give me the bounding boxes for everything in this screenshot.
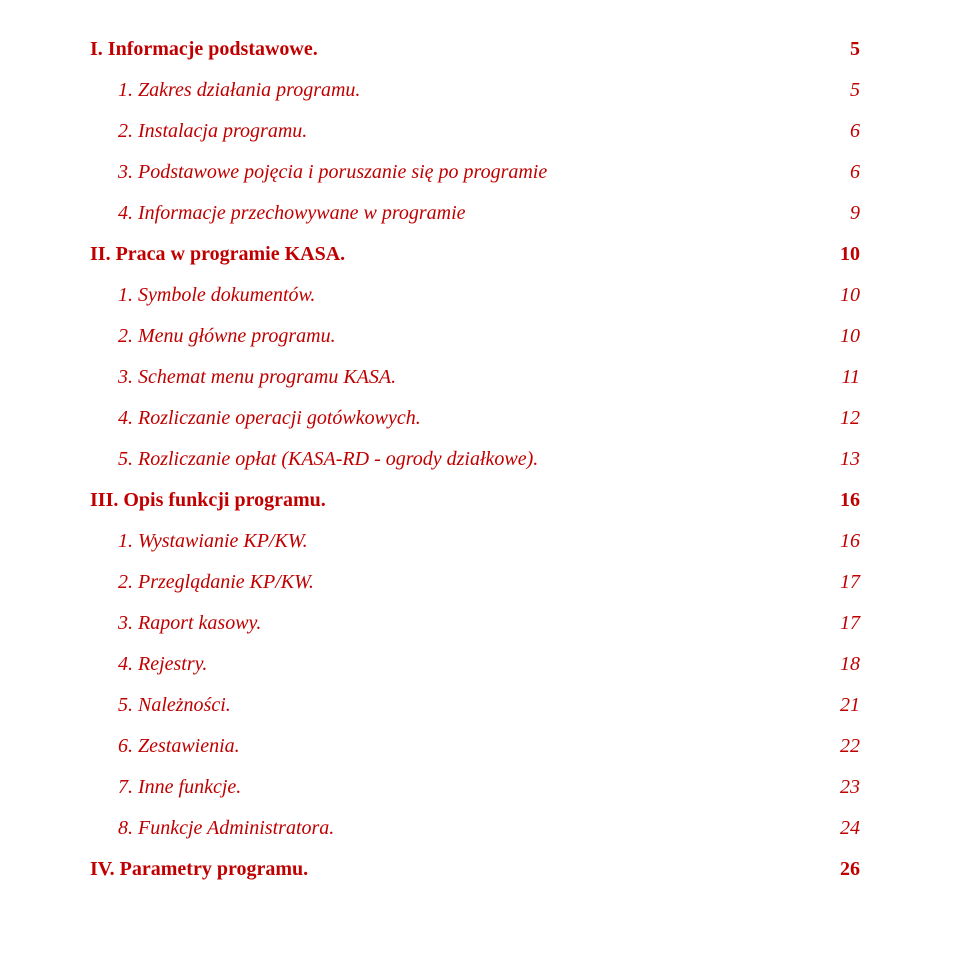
item-page: 17 bbox=[820, 571, 860, 594]
toc-item: 5. Rozliczanie opłat (KASA-RD - ogrody d… bbox=[90, 448, 860, 471]
item-label: 7. Inne funkcje. bbox=[118, 776, 241, 799]
item-label: 2. Menu główne programu. bbox=[118, 325, 336, 348]
section-title: I. Informacje podstawowe. bbox=[90, 38, 318, 61]
toc-section-heading: IV. Parametry programu. 26 bbox=[90, 858, 860, 881]
section-title: IV. Parametry programu. bbox=[90, 858, 308, 881]
item-page: 23 bbox=[820, 776, 860, 799]
toc-item: 3. Schemat menu programu KASA. 11 bbox=[90, 366, 860, 389]
toc-item: 2. Przeglądanie KP/KW. 17 bbox=[90, 571, 860, 594]
section-page: 26 bbox=[820, 858, 860, 881]
toc-item: 4. Rejestry. 18 bbox=[90, 653, 860, 676]
item-label: 3. Raport kasowy. bbox=[118, 612, 261, 635]
toc-section-heading: II. Praca w programie KASA. 10 bbox=[90, 243, 860, 266]
item-label: 1. Wystawianie KP/KW. bbox=[118, 530, 308, 553]
item-label: 2. Instalacja programu. bbox=[118, 120, 307, 143]
item-page: 22 bbox=[820, 735, 860, 758]
item-label: 4. Informacje przechowywane w programie bbox=[118, 202, 466, 225]
toc-item: 3. Raport kasowy. 17 bbox=[90, 612, 860, 635]
section-page: 10 bbox=[820, 243, 860, 266]
item-page: 13 bbox=[820, 448, 860, 471]
item-page: 10 bbox=[820, 325, 860, 348]
toc-item: 6. Zestawienia. 22 bbox=[90, 735, 860, 758]
toc-item: 2. Menu główne programu. 10 bbox=[90, 325, 860, 348]
toc-item: 4. Rozliczanie operacji gotówkowych. 12 bbox=[90, 407, 860, 430]
toc-item: 4. Informacje przechowywane w programie … bbox=[90, 202, 860, 225]
toc-item: 3. Podstawowe pojęcia i poruszanie się p… bbox=[90, 161, 860, 184]
item-label: 3. Podstawowe pojęcia i poruszanie się p… bbox=[118, 161, 547, 184]
item-page: 5 bbox=[820, 79, 860, 102]
toc-item: 8. Funkcje Administratora. 24 bbox=[90, 817, 860, 840]
item-page: 21 bbox=[820, 694, 860, 717]
item-label: 8. Funkcje Administratora. bbox=[118, 817, 334, 840]
item-page: 10 bbox=[820, 284, 860, 307]
item-label: 1. Symbole dokumentów. bbox=[118, 284, 315, 307]
item-page: 9 bbox=[820, 202, 860, 225]
toc-item: 7. Inne funkcje. 23 bbox=[90, 776, 860, 799]
toc-item: 1. Wystawianie KP/KW. 16 bbox=[90, 530, 860, 553]
item-page: 17 bbox=[820, 612, 860, 635]
toc-item: 2. Instalacja programu. 6 bbox=[90, 120, 860, 143]
table-of-contents: I. Informacje podstawowe. 5 1. Zakres dz… bbox=[90, 38, 860, 881]
item-page: 12 bbox=[820, 407, 860, 430]
item-page: 18 bbox=[820, 653, 860, 676]
toc-section-heading: I. Informacje podstawowe. 5 bbox=[90, 38, 860, 61]
section-title: III. Opis funkcji programu. bbox=[90, 489, 326, 512]
section-title: II. Praca w programie KASA. bbox=[90, 243, 345, 266]
section-page: 5 bbox=[820, 38, 860, 61]
item-label: 4. Rozliczanie operacji gotówkowych. bbox=[118, 407, 421, 430]
item-label: 6. Zestawienia. bbox=[118, 735, 240, 758]
section-page: 16 bbox=[820, 489, 860, 512]
toc-item: 1. Symbole dokumentów. 10 bbox=[90, 284, 860, 307]
item-page: 6 bbox=[820, 161, 860, 184]
item-label: 1. Zakres działania programu. bbox=[118, 79, 360, 102]
item-label: 5. Należności. bbox=[118, 694, 231, 717]
toc-item: 5. Należności. 21 bbox=[90, 694, 860, 717]
item-label: 4. Rejestry. bbox=[118, 653, 207, 676]
item-page: 11 bbox=[820, 366, 860, 389]
toc-section-heading: III. Opis funkcji programu. 16 bbox=[90, 489, 860, 512]
item-page: 24 bbox=[820, 817, 860, 840]
item-label: 2. Przeglądanie KP/KW. bbox=[118, 571, 314, 594]
item-label: 5. Rozliczanie opłat (KASA-RD - ogrody d… bbox=[118, 448, 538, 471]
toc-item: 1. Zakres działania programu. 5 bbox=[90, 79, 860, 102]
item-page: 6 bbox=[820, 120, 860, 143]
item-page: 16 bbox=[820, 530, 860, 553]
item-label: 3. Schemat menu programu KASA. bbox=[118, 366, 396, 389]
